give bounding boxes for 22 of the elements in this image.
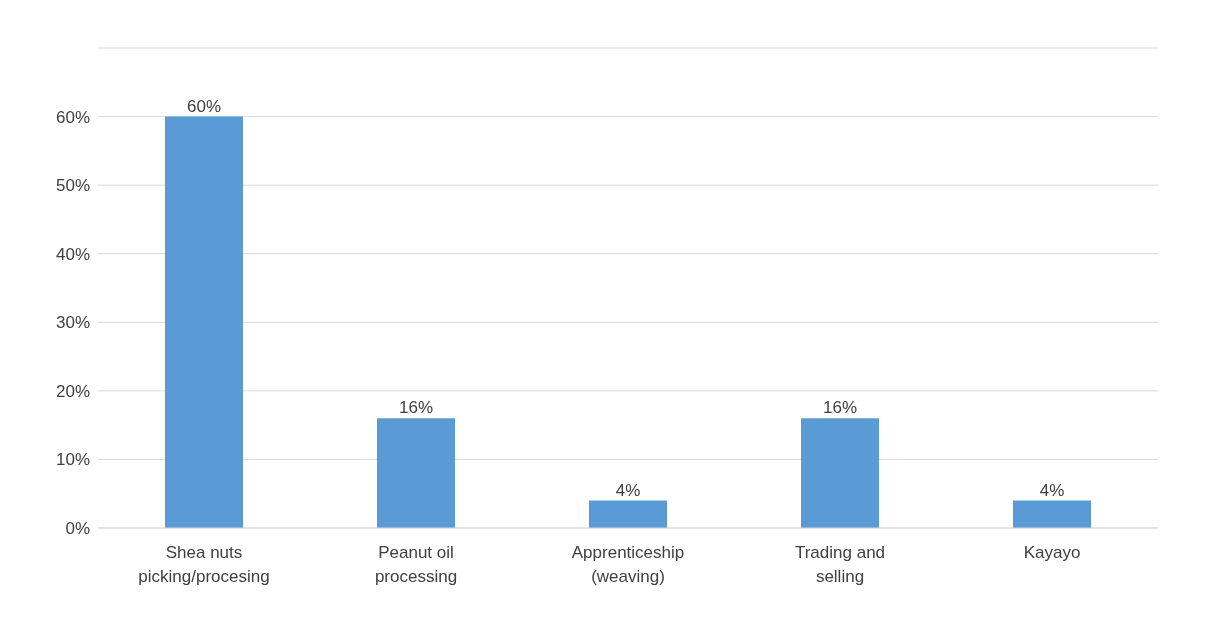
data-label: 4% — [615, 480, 641, 500]
x-tick-label: Peanut oil processing — [374, 543, 458, 586]
bar — [165, 116, 243, 528]
data-label: 60% — [186, 96, 222, 116]
data-label: 16% — [398, 398, 434, 418]
data-label: 16% — [822, 398, 858, 418]
bar — [801, 418, 879, 528]
x-tick-label: Apprenticeship (weaving) — [571, 543, 685, 586]
y-tick-label: 20% — [55, 381, 90, 401]
y-tick-label: 50% — [55, 176, 90, 196]
y-tick-label: 40% — [55, 244, 90, 264]
data-label: 4% — [1039, 480, 1065, 500]
y-tick-label: 30% — [55, 313, 90, 333]
y-tick-label: 10% — [55, 450, 90, 470]
bar — [377, 418, 455, 528]
x-tick-label: Shea nuts picking/procesing — [138, 543, 270, 586]
x-tick-label: Trading and selling — [794, 543, 886, 586]
x-tick-label: Kayayo — [1023, 543, 1081, 562]
y-tick-label: 0% — [65, 519, 90, 539]
bar — [1013, 500, 1091, 528]
bar — [589, 500, 667, 528]
y-tick-label: 60% — [55, 107, 90, 127]
